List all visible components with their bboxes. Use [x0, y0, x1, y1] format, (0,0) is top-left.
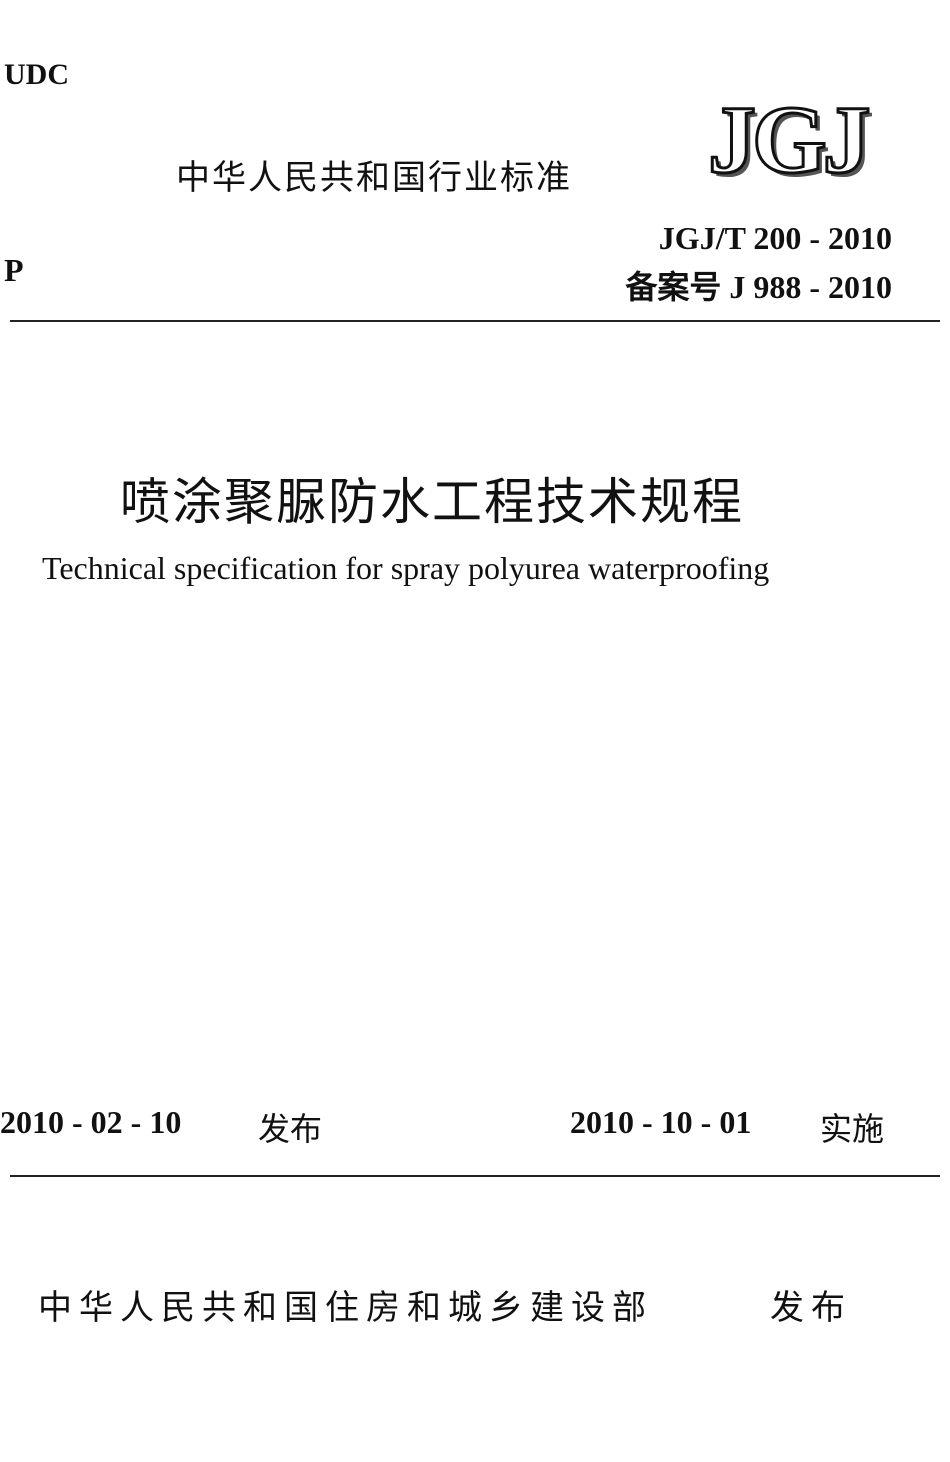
title-zh: 喷涂聚脲防水工程技术规程	[120, 474, 744, 530]
bottom-rule	[10, 1175, 940, 1177]
title-en: Technical specification for spray polyur…	[42, 550, 770, 586]
class-mark: P	[4, 252, 24, 288]
category: 中华人民共和国行业标准	[176, 158, 572, 198]
top-rule	[10, 320, 940, 322]
publish-action: 发布	[770, 1288, 852, 1328]
logo: JGJ	[707, 85, 873, 195]
issue-date: 2010 - 02 - 10	[0, 1104, 182, 1140]
effective-label: 实施	[820, 1110, 885, 1148]
effective-date: 2010 - 10 - 01	[570, 1104, 752, 1140]
udc: UDC	[4, 58, 69, 91]
publisher: 中华人民共和国住房和城乡建设部	[38, 1288, 653, 1328]
issue-label: 发布	[258, 1110, 323, 1148]
standard-code: JGJ/T 200 - 2010	[658, 220, 892, 256]
record-number: 备案号 J 988 - 2010	[625, 269, 892, 305]
